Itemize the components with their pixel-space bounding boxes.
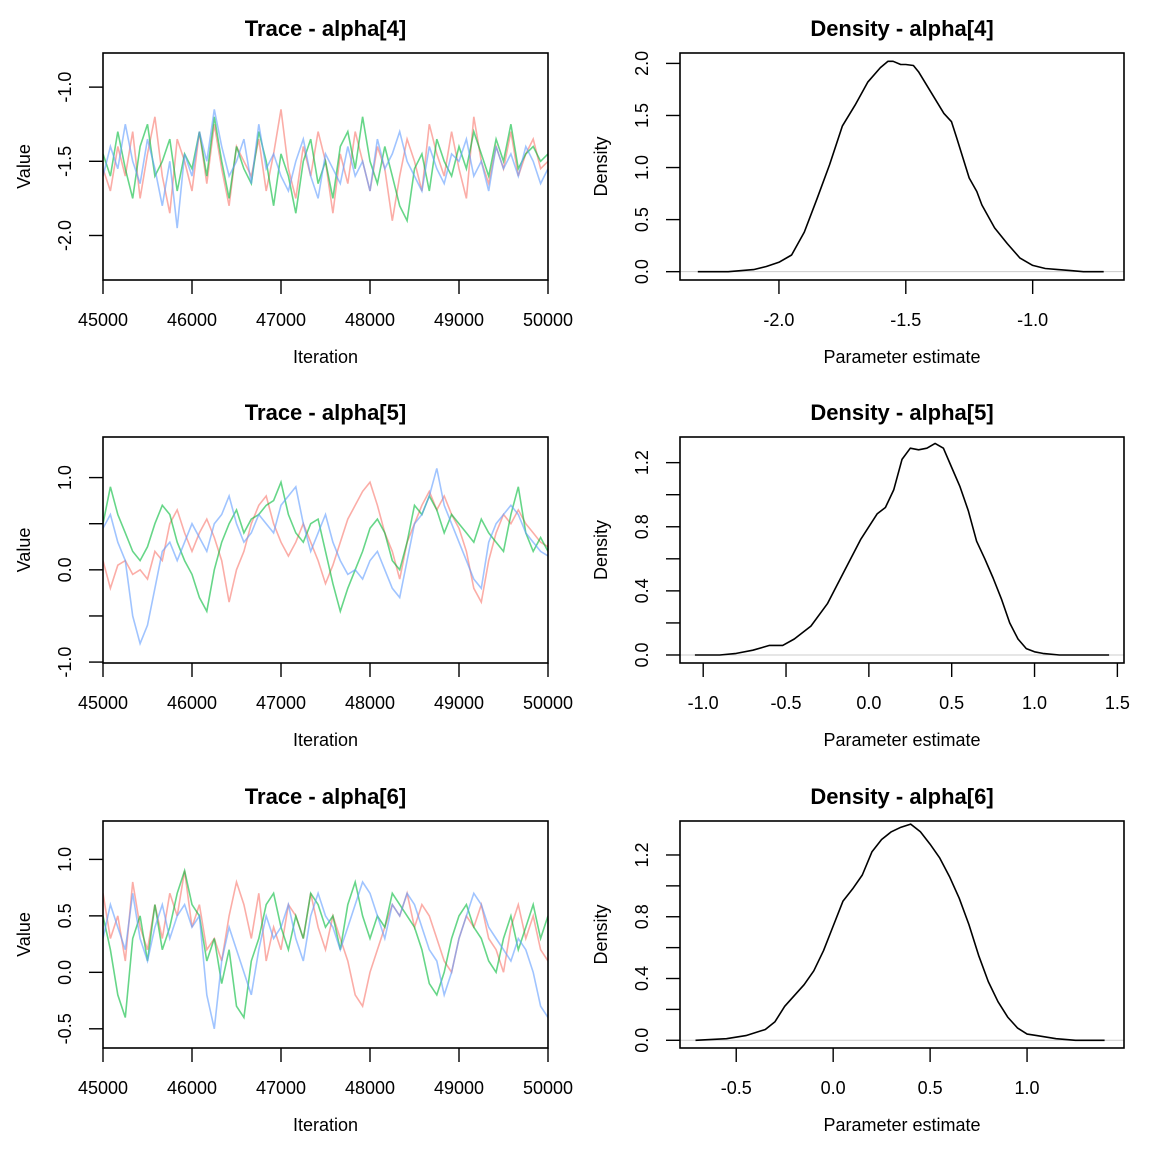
x-axis-label: Parameter estimate [823, 1115, 980, 1135]
x-axis-label: Parameter estimate [823, 730, 980, 750]
chart-panel-3: Trace - alpha[5] Iteration Value 45000 46000… [14, 400, 573, 750]
trace-line-chain-2 [103, 479, 548, 615]
chart-title: Density - alpha[5] [810, 400, 993, 425]
x-tick-label: -2.0 [763, 310, 794, 330]
plot-frame [679, 52, 1125, 281]
x-tick-label: 49000 [434, 1078, 484, 1098]
chart-panel-6: Density - alpha[6] Parameter estimate Dens… [591, 784, 1125, 1135]
x-tick-label: -1.0 [1017, 310, 1048, 330]
chart-panel-1: Trace - alpha[4] Iteration Value 45000 46000… [14, 16, 573, 367]
y-tick-label: -1.0 [55, 72, 75, 103]
trace-line-chain-3 [103, 468, 548, 647]
y-tick-label: 1.0 [632, 155, 652, 180]
y-tick-label: 0.0 [632, 1028, 652, 1053]
chart-panel-4: Density - alpha[5] Parameter estimate Dens… [591, 400, 1130, 750]
y-tick-label: -1.5 [55, 146, 75, 177]
trace-line-chain-2 [103, 867, 548, 1020]
y-tick-label: 0.5 [632, 207, 652, 232]
y-tick-label: -0.5 [55, 1013, 75, 1044]
chart-title: Density - alpha[6] [810, 784, 993, 809]
x-tick-label: 47000 [256, 310, 306, 330]
y-axis-label: Value [14, 528, 34, 573]
x-tick-label: 0.0 [821, 1078, 846, 1098]
x-tick-label: 0.5 [939, 693, 964, 713]
x-tick-label: 50000 [523, 1078, 573, 1098]
x-tick-label: -0.5 [721, 1078, 752, 1098]
x-tick-label: 48000 [345, 310, 395, 330]
y-tick-label: 0.8 [632, 514, 652, 539]
y-axis-label: Density [591, 520, 611, 580]
y-tick-label: 0.4 [632, 966, 652, 991]
y-tick-label: 0.0 [632, 259, 652, 284]
x-tick-label: 45000 [78, 310, 128, 330]
density-curve [697, 60, 1104, 273]
x-tick-label: 45000 [78, 693, 128, 713]
y-tick-label: -2.0 [55, 220, 75, 251]
plot-frame [679, 436, 1125, 664]
trace-line-chain-1 [103, 480, 548, 605]
x-tick-label: 47000 [256, 1078, 306, 1098]
x-axis-label: Iteration [293, 730, 358, 750]
plot-frame [102, 820, 549, 1049]
x-tick-label: 0.5 [918, 1078, 943, 1098]
plot-frame [102, 436, 549, 664]
x-tick-label: 46000 [167, 693, 217, 713]
density-curve [694, 442, 1110, 656]
x-tick-label: 0.0 [856, 693, 881, 713]
chart-title: Trace - alpha[5] [245, 400, 406, 425]
x-tick-label: 1.5 [1105, 693, 1130, 713]
y-tick-label: 1.2 [632, 842, 652, 867]
x-tick-label: 48000 [345, 1078, 395, 1098]
x-tick-label: -1.0 [688, 693, 719, 713]
y-tick-label: 1.2 [632, 450, 652, 475]
y-tick-label: 0.0 [632, 642, 652, 667]
y-tick-label: 0.0 [55, 557, 75, 582]
y-tick-label: 0.0 [55, 960, 75, 985]
y-tick-label: 1.0 [55, 847, 75, 872]
x-tick-label: 1.0 [1015, 1078, 1040, 1098]
y-tick-label: -1.0 [55, 647, 75, 678]
x-tick-label: 45000 [78, 1078, 128, 1098]
y-axis-label: Density [591, 136, 611, 196]
plot-frame [102, 52, 549, 281]
y-tick-label: 1.5 [632, 103, 652, 128]
x-tick-label: -0.5 [771, 693, 802, 713]
x-tick-label: 49000 [434, 310, 484, 330]
x-tick-label: 50000 [523, 693, 573, 713]
chart-panel-2: Density - alpha[4] Parameter estimate Dens… [591, 16, 1125, 367]
x-tick-label: 50000 [523, 310, 573, 330]
chart-title: Trace - alpha[4] [245, 16, 406, 41]
x-tick-label: -1.5 [890, 310, 921, 330]
trace-line-chain-2 [103, 116, 548, 224]
x-axis-label: Parameter estimate [823, 347, 980, 367]
y-tick-label: 0.5 [55, 903, 75, 928]
x-tick-label: 46000 [167, 310, 217, 330]
y-axis-label: Density [591, 904, 611, 964]
x-tick-label: 46000 [167, 1078, 217, 1098]
x-tick-label: 1.0 [1022, 693, 1047, 713]
y-tick-label: 0.4 [632, 578, 652, 603]
x-tick-label: 49000 [434, 693, 484, 713]
density-curve [695, 823, 1105, 1042]
x-axis-label: Iteration [293, 1115, 358, 1135]
x-tick-label: 47000 [256, 693, 306, 713]
y-tick-label: 1.0 [55, 465, 75, 490]
y-axis-label: Value [14, 144, 34, 189]
trace-line-chain-3 [103, 880, 548, 1029]
trace-line-chain-3 [103, 109, 548, 229]
y-tick-label: 0.8 [632, 904, 652, 929]
chart-panel-5: Trace - alpha[6] Iteration Value 45000 46000… [14, 784, 573, 1135]
y-tick-label: 2.0 [632, 51, 652, 76]
x-axis-label: Iteration [293, 347, 358, 367]
plot-frame [679, 820, 1125, 1049]
chart-title: Density - alpha[4] [810, 16, 993, 41]
chart-title: Trace - alpha[6] [245, 784, 406, 809]
x-tick-label: 48000 [345, 693, 395, 713]
y-axis-label: Value [14, 912, 34, 957]
